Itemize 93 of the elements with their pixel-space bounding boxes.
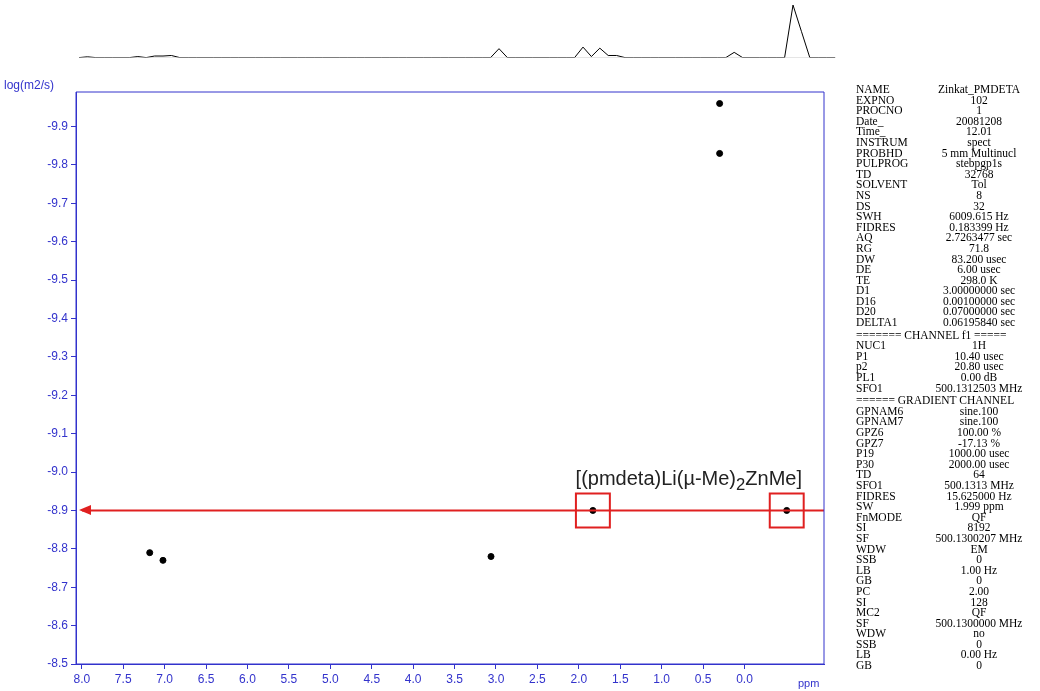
text: TD 64 <box>856 468 985 481</box>
text: MC2 QF <box>856 606 987 619</box>
y-tick-label: -9.4 <box>47 310 69 325</box>
point <box>768 492 805 529</box>
y-tick-label: -9.3 <box>47 349 69 364</box>
text: GB 0 <box>856 574 982 587</box>
text: INSTRUM spect <box>856 135 991 148</box>
text: GPZ7 -17.13 % <box>856 436 1001 449</box>
text: SF 500.1300207 MHz <box>856 531 1023 544</box>
x-tick-label: 2.5 <box>529 671 547 686</box>
text: WDW no <box>856 627 985 640</box>
y-axis-title: log(m2/s) <box>4 78 55 92</box>
text: NUC1 1H <box>856 339 987 352</box>
text: ====== GRADIENT CHANNEL <box>856 394 1016 407</box>
text: DW 83.200 usec <box>856 252 1007 265</box>
x-tick-label: 1.0 <box>653 671 671 686</box>
text: SFO1 500.1313 MHz <box>856 478 1014 491</box>
text: SOLVENT Tol <box>856 178 987 191</box>
text: FnMODE QF <box>856 510 987 523</box>
text: SI 8192 <box>856 521 991 534</box>
text: FIDRES 0.183399 Hz <box>856 220 1009 233</box>
text: D20 0.07000000 sec <box>856 305 1016 318</box>
x-tick-label: 6.5 <box>197 671 215 686</box>
text: TE 298.0 K <box>856 273 998 286</box>
text: D1 3.00000000 sec <box>856 284 1016 297</box>
point <box>716 100 724 108</box>
text: FIDRES 15.625000 Hz <box>856 489 1012 502</box>
text: NS 8 <box>856 188 982 201</box>
text: SWH 6009.615 Hz <box>856 210 1009 223</box>
point <box>159 556 167 564</box>
text: SSB 0 <box>856 553 982 566</box>
text: Date_ 20081208 <box>856 114 1002 127</box>
text: EXPNO 102 <box>856 93 988 106</box>
text: PC 2.00 <box>856 584 990 597</box>
x-axis-title: ppm <box>798 677 820 689</box>
text: SI 128 <box>856 595 988 608</box>
y-tick-label: -9.6 <box>47 234 69 249</box>
text: SSB 0 <box>856 637 982 650</box>
text: GPNAM7 sine.100 <box>856 415 999 428</box>
text: ======= CHANNEL f1 ===== <box>856 328 1008 341</box>
y-tick-label: -9.7 <box>47 195 69 210</box>
y-tick-label: -9.5 <box>47 272 69 287</box>
text: PROCNO 1 <box>856 104 982 117</box>
x-tick-label: 6.0 <box>239 671 257 686</box>
x-tick-label: 0.0 <box>736 671 754 686</box>
text: GB 0 <box>856 659 982 672</box>
text: GPNAM6 sine.100 <box>856 404 999 417</box>
x-tick-label: 2.0 <box>570 671 588 686</box>
x-tick-label: 7.5 <box>114 671 132 686</box>
text: NAME Zinkat_PMDETA <box>856 83 1021 95</box>
x-tick-label: 8.0 <box>73 671 91 686</box>
x-tick-label: 5.5 <box>280 671 298 686</box>
text: WDW EM <box>856 542 988 555</box>
y-tick-label: -8.5 <box>47 656 69 671</box>
text: D16 0.00100000 sec <box>856 294 1016 307</box>
x-tick-label: 5.0 <box>321 671 339 686</box>
x-tick-label: 4.0 <box>404 671 422 686</box>
y-tick-label: -9.8 <box>47 157 69 172</box>
x-tick-label: 4.5 <box>363 671 381 686</box>
x-tick-label: 3.0 <box>487 671 505 686</box>
text: SFO1 500.1312503 MHz <box>856 381 1023 394</box>
y-tick-label: -9.2 <box>47 387 69 402</box>
x-tick-label: 0.5 <box>694 671 712 686</box>
text: AQ 2.7263477 sec <box>856 231 1013 244</box>
x-tick-label: 7.0 <box>156 671 174 686</box>
point <box>146 549 154 557</box>
text: PL1 0.00 dB <box>856 371 998 384</box>
point <box>574 492 611 529</box>
x-tick-label: 1.5 <box>611 671 629 686</box>
point <box>716 149 724 157</box>
text: DELTA1 0.06195840 sec <box>856 316 1016 329</box>
text: DS 32 <box>856 199 985 212</box>
text: P30 2000.00 usec <box>856 457 1010 470</box>
text: PULPROG stebpgp1s <box>856 157 1002 170</box>
text: P1 10.40 usec <box>856 349 1004 362</box>
text: Time_ 12.01 <box>856 125 992 138</box>
text: DE 6.00 usec <box>856 263 1001 276</box>
text: p2 20.80 usec <box>856 360 1004 373</box>
y-tick-label: -8.8 <box>47 541 69 556</box>
text: GPZ6 100.00 % <box>856 426 1002 438</box>
text: P19 1000.00 usec <box>856 447 1010 460</box>
y-tick-label: -8.7 <box>47 579 69 594</box>
text: SW 1.999 ppm <box>856 500 1004 513</box>
y-tick-label: -8.9 <box>47 502 69 517</box>
y-tick-label: -9.1 <box>47 425 69 440</box>
x-tick-label: 3.5 <box>446 671 464 686</box>
y-tick-label: -9.9 <box>47 118 69 133</box>
text: LB 1.00 Hz <box>856 563 998 576</box>
annotation: [(pmdeta)Li(µ-Me)$_{2}$ZnMe] <box>575 466 802 495</box>
y-tick-label: -8.6 <box>47 617 69 632</box>
y-tick-label: -9.0 <box>47 464 69 479</box>
point <box>487 553 495 561</box>
text: LB 0.00 Hz <box>856 648 998 661</box>
